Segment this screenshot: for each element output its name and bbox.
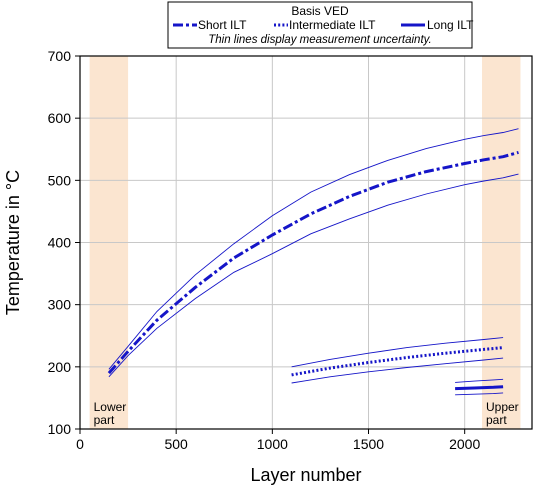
y-tick-label: 700 — [48, 48, 72, 64]
legend-note: Thin lines display measurement uncertain… — [208, 34, 432, 46]
x-tick-label: 2000 — [449, 436, 480, 452]
series-intermediate-ilt-line — [291, 346, 504, 377]
series-long-ilt-upper-bound — [455, 378, 504, 383]
series-long-ilt-lower-bound — [455, 392, 504, 396]
series-intermediate-ilt-lower-bound — [291, 357, 504, 384]
y-axis-title: Temperature in °C — [3, 170, 23, 315]
legend: Basis VED Short ILT Intermediate ILT Long … — [167, 1, 474, 49]
x-axis-title: Layer number — [250, 465, 361, 485]
x-tick-label: 0 — [76, 436, 84, 452]
legend-entry-label: Long ILT — [427, 18, 474, 32]
series-short-ilt-line — [107, 150, 519, 375]
legend-entry-label: Short ILT — [198, 18, 247, 32]
y-tick-label: 300 — [48, 297, 72, 313]
region-label: Lower — [94, 400, 127, 414]
axis-ticks: 0 500 1000 1500 2000 100 200 300 400 500 600 700 — [48, 48, 481, 452]
y-tick-label: 200 — [48, 359, 72, 375]
region-label: part — [94, 413, 115, 427]
x-tick-label: 500 — [164, 436, 188, 452]
y-tick-label: 400 — [48, 235, 72, 251]
series-long-ilt-line — [455, 385, 504, 391]
legend-title: Basis VED — [291, 4, 349, 18]
grid — [80, 56, 532, 429]
series-short-ilt-upper-bound — [108, 128, 519, 370]
legend-entry-label: Intermediate ILT — [289, 18, 376, 32]
region-label: part — [486, 413, 507, 427]
series-lines — [107, 128, 519, 396]
series-intermediate-ilt-upper-bound — [291, 337, 504, 368]
x-tick-label: 1000 — [257, 436, 288, 452]
y-tick-label: 600 — [48, 110, 72, 126]
series-short-ilt-lower-bound — [108, 173, 519, 378]
y-tick-label: 500 — [48, 172, 72, 188]
y-tick-label: 100 — [48, 421, 72, 437]
x-tick-label: 1500 — [353, 436, 384, 452]
region-label: Upper — [486, 400, 519, 414]
legend-entries: Short ILT Intermediate ILT Long ILT — [173, 18, 474, 32]
